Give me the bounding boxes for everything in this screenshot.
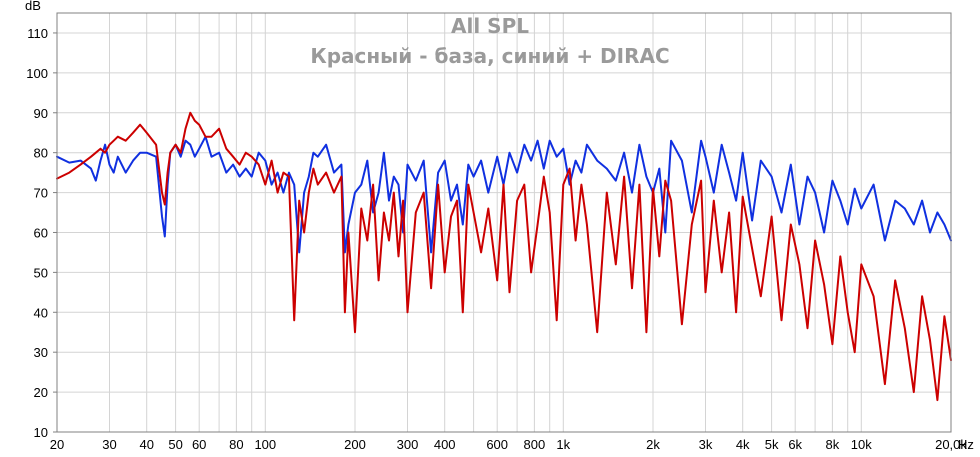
x-axis-ticks: 20 30 40 50 60 80 100 200 300 400 600 800 1k 2k 3k 4k 5k…	[50, 437, 968, 452]
x-tick-label: 6k	[788, 437, 802, 452]
x-tick-label: 600	[486, 437, 508, 452]
x-axis-unit: Hz	[958, 437, 974, 452]
x-tick-label: 60	[192, 437, 206, 452]
x-tick-label: 1k	[556, 437, 570, 452]
x-tick-label: 30	[102, 437, 116, 452]
y-tick-label: 20	[34, 385, 48, 400]
y-tick-label: 110	[27, 26, 48, 41]
y-tick-label: 60	[34, 225, 48, 240]
x-tick-label: 80	[229, 437, 243, 452]
y-tick-label: 90	[34, 106, 48, 121]
x-tick-label: 4k	[736, 437, 750, 452]
x-tick-label: 400	[434, 437, 456, 452]
x-tick-label: 20,0k	[935, 437, 967, 452]
x-tick-label: 5k	[765, 437, 779, 452]
x-tick-label: 8k	[826, 437, 840, 452]
y-axis-ticks: 10 20 30 40 50 60 70 80 90 100 110	[26, 26, 57, 440]
chart-title: All SPL	[451, 14, 529, 38]
x-tick-label: 300	[397, 437, 419, 452]
y-tick-label: 80	[34, 146, 48, 161]
y-tick-label: 50	[34, 265, 48, 280]
series-layer	[56, 111, 952, 402]
x-tick-label: 10k	[851, 437, 872, 452]
x-tick-label: 2k	[646, 437, 660, 452]
x-tick-label: 100	[254, 437, 276, 452]
chart-subtitle: Красный - база, синий + DIRAC	[310, 44, 669, 68]
x-tick-label: 200	[344, 437, 366, 452]
plot-frame	[56, 12, 952, 433]
y-tick-label: 40	[34, 305, 48, 320]
x-tick-label: 50	[168, 437, 182, 452]
series-line-red	[56, 111, 952, 402]
y-axis-unit: dB	[25, 0, 41, 13]
x-tick-label: 40	[139, 437, 153, 452]
x-tick-label: 20	[50, 437, 64, 452]
x-tick-label: 800	[524, 437, 546, 452]
y-tick-label: 10	[34, 425, 48, 440]
y-tick-label: 70	[34, 186, 48, 201]
series-line-blue	[56, 135, 952, 254]
y-tick-label: 100	[26, 66, 48, 81]
x-tick-label: 3k	[699, 437, 713, 452]
y-tick-label: 30	[34, 345, 48, 360]
